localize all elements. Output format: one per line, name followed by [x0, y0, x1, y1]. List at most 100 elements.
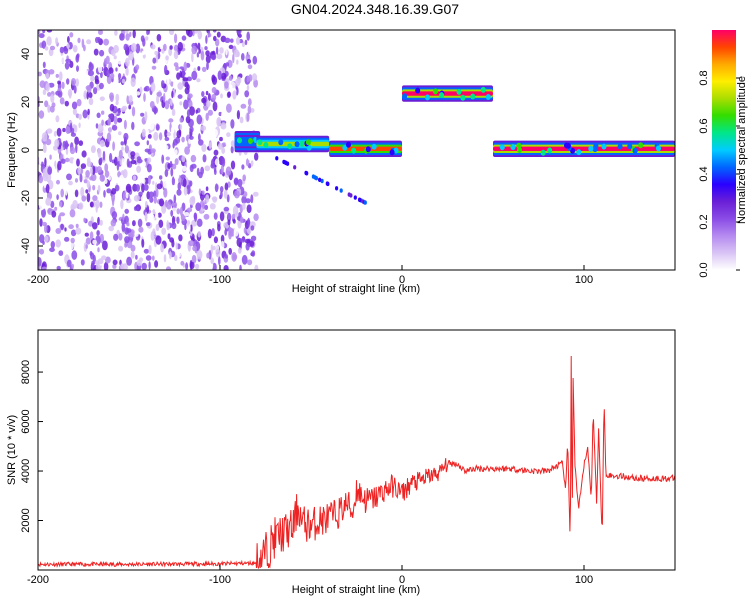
tone-speckle [460, 94, 466, 101]
noise-speckle [147, 134, 152, 139]
tone-speckle [248, 138, 253, 144]
noise-speckle [221, 72, 227, 80]
noise-speckle [220, 234, 225, 243]
noise-speckle [182, 165, 187, 172]
noise-speckle [48, 55, 52, 65]
noise-speckle [99, 139, 105, 148]
noise-speckle [53, 166, 56, 174]
noise-speckle [236, 30, 242, 35]
noise-speckle [81, 150, 87, 158]
noise-speckle [123, 119, 127, 130]
noise-speckle [88, 97, 94, 106]
noise-speckle [217, 70, 222, 81]
noise-speckle [138, 226, 144, 233]
noise-speckle [220, 240, 225, 249]
noise-speckle [196, 167, 200, 176]
noise-speckle [38, 257, 42, 267]
noise-speckle [206, 252, 210, 259]
noise-speckle [65, 188, 68, 196]
noise-speckle [99, 201, 103, 208]
noise-speckle [45, 72, 50, 80]
noise-speckle [108, 225, 114, 232]
noise-speckle [45, 138, 52, 146]
noise-speckle [62, 127, 66, 133]
noise-speckle [121, 78, 126, 84]
noise-speckle [241, 254, 248, 265]
noise-speckle [97, 216, 100, 226]
noise-speckle [251, 250, 256, 257]
noise-speckle [39, 202, 45, 211]
noise-speckle [176, 72, 181, 80]
noise-speckle [50, 241, 55, 249]
noise-speckle [57, 160, 62, 171]
noise-speckle [230, 140, 235, 147]
noise-speckle [86, 180, 91, 189]
y-tick-label: 4000 [20, 459, 32, 483]
noise-speckle [123, 191, 127, 201]
noise-speckle [47, 104, 51, 113]
noise-speckle [246, 204, 252, 213]
tone-speckle [425, 94, 430, 101]
noise-speckle [247, 259, 253, 266]
noise-speckle [118, 233, 123, 241]
noise-speckle [42, 30, 46, 34]
noise-speckle [126, 256, 132, 266]
noise-speckle [215, 38, 220, 47]
noise-speckle [122, 213, 125, 221]
noise-speckle [108, 127, 113, 133]
noise-speckle [143, 248, 150, 254]
tone-speckle [499, 144, 505, 151]
noise-speckle [236, 110, 240, 120]
colorbar-tick-label: 0.6 [698, 118, 710, 133]
noise-speckle [46, 36, 52, 46]
x-tick-label: -200 [27, 274, 49, 286]
noise-speckle [97, 148, 102, 158]
noise-speckle [70, 229, 77, 237]
noise-speckle [139, 86, 143, 95]
noise-speckle [118, 149, 123, 159]
noise-speckle [99, 49, 105, 57]
noise-speckle [84, 69, 89, 77]
noise-speckle [48, 69, 55, 75]
tone-speckle [365, 146, 371, 153]
noise-speckle [171, 176, 175, 186]
tone-speckle [638, 142, 644, 149]
noise-speckle [163, 188, 168, 198]
noise-speckle [219, 211, 225, 222]
noise-speckle [242, 202, 246, 210]
noise-speckle [164, 64, 168, 75]
noise-speckle [152, 57, 157, 64]
noise-speckle [38, 175, 44, 184]
noise-speckle [223, 265, 229, 270]
noise-speckle [64, 143, 70, 148]
noise-speckle [104, 58, 107, 65]
colorbar-tick-label: 0.0 [698, 262, 710, 277]
noise-speckle [218, 256, 221, 266]
noise-speckle [250, 160, 254, 167]
noise-speckle [153, 107, 159, 114]
noise-speckle [188, 214, 193, 220]
noise-speckle [130, 159, 137, 165]
noise-speckle [85, 85, 92, 91]
noise-speckle [145, 200, 148, 208]
noise-speckle [210, 163, 215, 169]
noise-speckle [90, 75, 95, 82]
noise-speckle [156, 124, 160, 131]
noise-speckle [180, 174, 186, 179]
noise-speckle [77, 167, 81, 175]
noise-speckle [136, 165, 142, 173]
noise-speckle [53, 130, 57, 137]
noise-speckle [38, 33, 45, 39]
noise-speckle [179, 101, 183, 106]
noise-speckle [123, 132, 129, 141]
noise-speckle [241, 83, 244, 94]
noise-speckle [119, 33, 125, 41]
noise-speckle [171, 222, 177, 230]
noise-speckle [136, 206, 139, 211]
noise-speckle [76, 158, 80, 167]
noise-speckle [71, 250, 78, 260]
noise-speckle [80, 220, 85, 230]
noise-speckle [103, 38, 109, 46]
noise-speckle [129, 31, 132, 37]
